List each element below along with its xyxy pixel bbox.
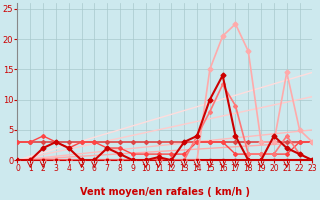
X-axis label: Vent moyen/en rafales ( km/h ): Vent moyen/en rafales ( km/h ) [80,187,250,197]
